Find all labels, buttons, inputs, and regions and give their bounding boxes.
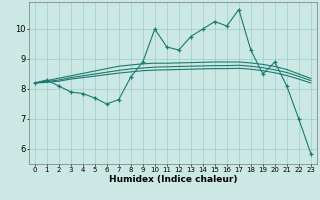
X-axis label: Humidex (Indice chaleur): Humidex (Indice chaleur) — [108, 175, 237, 184]
